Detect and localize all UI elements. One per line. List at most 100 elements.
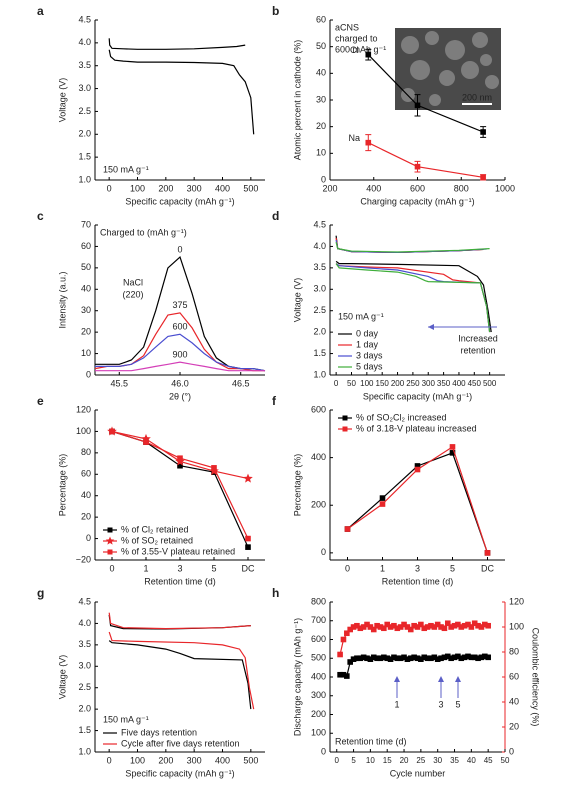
series-line: [95, 361, 265, 372]
series-line: [108, 49, 255, 135]
marker: [379, 501, 386, 507]
y-tick-label: 40: [81, 284, 91, 294]
marker: [381, 625, 387, 632]
marker: [105, 536, 115, 545]
panel-letter: d: [272, 209, 279, 223]
marker: [414, 466, 421, 473]
marker: [478, 654, 485, 661]
legend-label: % of Cl₂ retained: [121, 524, 189, 534]
marker: [407, 655, 414, 662]
marker: [441, 654, 448, 661]
marker: [480, 174, 486, 181]
x-tick-label: 400: [215, 183, 230, 193]
y-tick-label: 200: [311, 709, 326, 719]
x-tick-label: 300: [187, 183, 202, 193]
marker: [245, 535, 251, 542]
y2-tick-label: 120: [509, 596, 524, 606]
annotation: (220): [122, 289, 143, 299]
marker: [424, 655, 431, 662]
x-tick-label: 1: [380, 563, 385, 573]
x-tick-label: 50: [501, 756, 510, 765]
x-tick-label: 200: [322, 183, 337, 193]
y-tick-label: 40: [81, 490, 91, 500]
x-tick-label: 25: [416, 756, 425, 765]
marker: [394, 655, 401, 662]
y-tick-label: 4.5: [78, 596, 91, 606]
annotation: charged to: [335, 33, 378, 43]
y-tick-label: 10: [81, 348, 91, 358]
y2-tick-label: 60: [509, 671, 519, 681]
legend-label: Five days retention: [121, 727, 197, 737]
marker: [458, 624, 465, 630]
marker: [367, 624, 374, 630]
annotation: 1: [394, 699, 399, 709]
panel-letter: f: [272, 394, 277, 408]
marker: [404, 624, 411, 630]
y-tick-label: 400: [311, 671, 326, 681]
marker: [414, 655, 421, 662]
y-tick-label: 80: [81, 447, 91, 457]
annotation: 200 nm: [462, 92, 492, 102]
x-axis-label: Specific capacity (mAh g⁻¹): [363, 391, 472, 401]
y-tick-label: 50: [316, 41, 326, 51]
y2-tick-label: 0: [509, 746, 514, 756]
y-tick-label: 100: [76, 426, 91, 436]
marker: [465, 621, 471, 628]
y-tick-label: 0: [86, 369, 91, 379]
panel-letter: g: [37, 586, 44, 600]
x-tick-label: 200: [391, 379, 405, 388]
annotation: aCNS: [335, 22, 359, 32]
x-tick-label: 45: [484, 756, 493, 765]
y-tick-label: 30: [81, 305, 91, 315]
y-axis-label: Discharge capacity (mAh g⁻¹): [292, 618, 302, 736]
y-tick-label: 20: [81, 512, 91, 522]
y-tick-label: 40: [316, 68, 326, 78]
series-line: [335, 241, 491, 333]
marker: [461, 622, 468, 629]
marker: [485, 622, 491, 629]
marker: [357, 625, 364, 632]
marker: [401, 621, 407, 628]
marker: [468, 624, 475, 630]
marker: [407, 626, 414, 633]
marker: [354, 622, 360, 629]
y-tick-label: 2.5: [78, 106, 91, 116]
panel-letter: a: [37, 4, 44, 18]
panel-letter: c: [37, 209, 44, 223]
series-line: [368, 142, 484, 178]
marker: [455, 621, 461, 628]
x-tick-label: 100: [130, 183, 145, 193]
marker: [364, 655, 370, 662]
y-tick-label: 2.0: [78, 704, 91, 714]
series-line: [111, 430, 249, 539]
x-tick-label: 800: [454, 183, 469, 193]
annotation: retention: [460, 345, 495, 355]
marker: [344, 526, 351, 532]
marker: [379, 495, 386, 501]
x-tick-label: 100: [130, 755, 145, 765]
marker: [377, 624, 384, 630]
marker: [411, 654, 417, 661]
y-tick-label: 1.5: [313, 348, 326, 358]
x-tick-label: DC: [242, 563, 255, 573]
legend-label: Cycle after five days retention: [121, 738, 240, 748]
marker: [347, 626, 353, 633]
legend-label: % of 3.18-V plateau increased: [356, 423, 477, 433]
marker: [448, 655, 454, 662]
marker: [431, 624, 438, 630]
x-tick-label: 400: [215, 755, 230, 765]
marker: [344, 673, 350, 679]
y-axis-label: Percentage (%): [57, 454, 67, 517]
arrow-head: [428, 324, 434, 330]
legend-marker: [342, 426, 348, 432]
x-axis-label: Charging capacity (mAh g⁻¹): [360, 196, 474, 206]
marker: [484, 550, 491, 556]
marker: [384, 621, 391, 628]
x-tick-label: 500: [243, 183, 258, 193]
y-tick-label: 30: [316, 94, 326, 104]
x-tick-label: 20: [400, 756, 409, 765]
annotation: Charged to (mAh g⁻¹): [100, 227, 187, 237]
marker: [364, 621, 370, 628]
arrow-head: [455, 676, 461, 682]
